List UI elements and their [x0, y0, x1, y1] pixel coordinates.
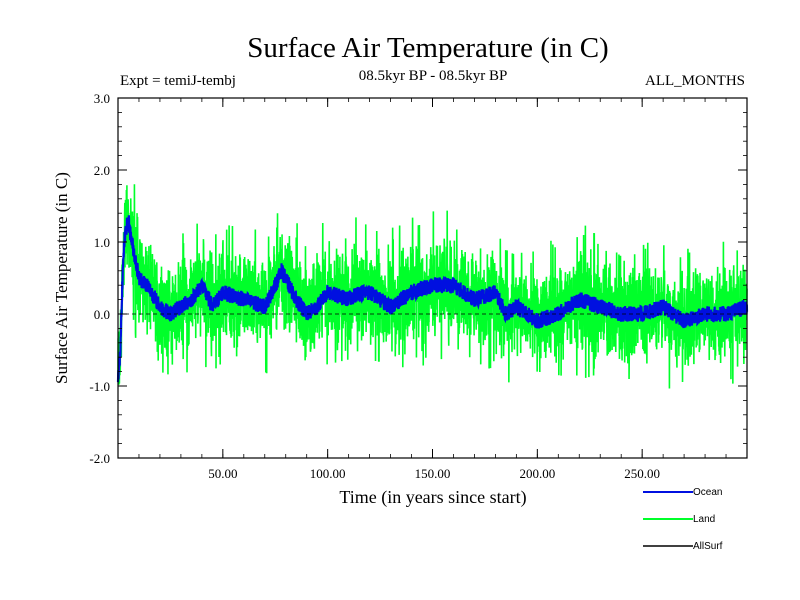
- legend-label-allsurf: AllSurf: [693, 541, 723, 552]
- x-tick-label: 250.00: [624, 466, 660, 481]
- experiment-label: Expt = temiJ-tembj: [120, 73, 236, 89]
- x-tick-label: 150.00: [415, 466, 451, 481]
- y-tick-label: 1.0: [94, 235, 110, 250]
- x-tick-label: 50.00: [208, 466, 237, 481]
- x-tick-label: 100.00: [310, 466, 346, 481]
- period-label: 08.5kyr BP - 08.5kyr BP: [359, 68, 508, 84]
- y-tick-label: 3.0: [94, 91, 110, 106]
- x-axis-label: Time (in years since start): [339, 487, 526, 508]
- legend-label-land: Land: [693, 514, 715, 525]
- x-tick-label: 200.00: [519, 466, 555, 481]
- y-tick-label: 2.0: [94, 163, 110, 178]
- ocean-series-line: [116, 215, 749, 383]
- plot-area: [116, 184, 749, 389]
- y-tick-label: 0.0: [94, 307, 110, 322]
- months-label: ALL_MONTHS: [645, 73, 745, 89]
- legend-label-ocean: Ocean: [693, 487, 722, 498]
- chart-title: Surface Air Temperature (in C): [247, 32, 608, 64]
- axes: -2.0 -1.0 0.0 1.0 2.0 3.0 50.00 100.00 150.00 200…: [89, 91, 748, 481]
- y-tick-label: -1.0: [89, 379, 110, 394]
- legend: Ocean Land AllSurf: [643, 487, 723, 552]
- y-tick-label: -2.0: [89, 451, 110, 466]
- y-axis-label: Surface Air Temperature (in C): [52, 172, 71, 384]
